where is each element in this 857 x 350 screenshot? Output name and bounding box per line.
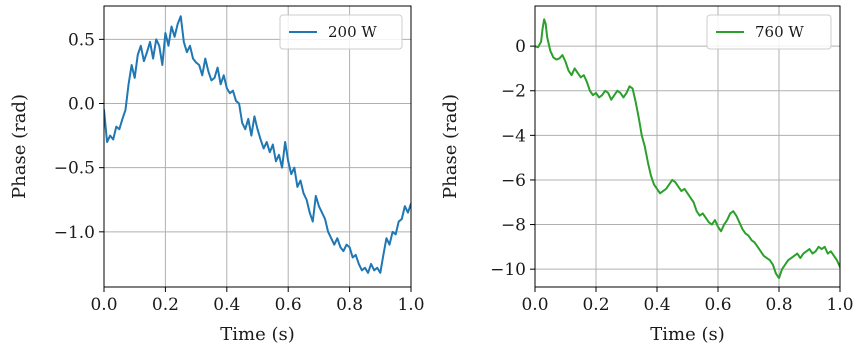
x-tick-label: 0.0 <box>521 295 548 315</box>
y-tick-label: 0.0 <box>68 95 95 115</box>
x-tick-label: 0.6 <box>275 295 302 315</box>
left-chart-panel: 0.0 0.2 0.4 0.6 0.8 1.0 0.5 0.0 −0.5 −1.0 Time (s)… <box>9 5 425 345</box>
x-tick-label: 0.8 <box>765 295 792 315</box>
plot-frame <box>534 5 841 288</box>
y-tick-label: −6 <box>501 171 526 191</box>
plot-frame <box>103 5 412 288</box>
y-tick-label: 0 <box>515 37 526 57</box>
x-tick-label: 0.2 <box>582 295 609 315</box>
x-tick-label: 1.0 <box>826 295 853 315</box>
x-tick-label: 0.6 <box>704 295 731 315</box>
x-tick-label: 0.4 <box>213 295 240 315</box>
y-axis-label: Phase (rad) <box>440 94 461 199</box>
y-tick-label: −4 <box>501 126 526 146</box>
x-tick-label: 1.0 <box>397 295 424 315</box>
right-chart-panel: 0.0 0.2 0.4 0.6 0.8 1.0 0 −2 −4 −6 −8 −10 Time (s) Ph… <box>440 5 854 345</box>
legend-label: 200 W <box>328 23 377 41</box>
x-axis-label: Time (s) <box>220 324 295 345</box>
x-tick-label: 0.8 <box>336 295 363 315</box>
y-tick-label: −0.5 <box>54 159 95 179</box>
series-line <box>104 15 411 274</box>
y-tick-label: −8 <box>501 216 526 236</box>
y-tick-label: 0.5 <box>68 30 95 50</box>
x-tick-label: 0.0 <box>90 295 117 315</box>
legend-label: 760 W <box>755 23 804 41</box>
y-axis-label: Phase (rad) <box>9 94 30 199</box>
series-line <box>535 18 840 280</box>
y-tick-label: −2 <box>501 82 526 102</box>
x-axis-label: Time (s) <box>650 324 725 345</box>
x-tick-label: 0.2 <box>152 295 179 315</box>
y-tick-label: −1.0 <box>54 223 95 243</box>
x-tick-label: 0.4 <box>643 295 670 315</box>
legend-box <box>706 14 832 50</box>
legend-box <box>279 14 403 50</box>
y-tick-label: −10 <box>490 260 526 280</box>
